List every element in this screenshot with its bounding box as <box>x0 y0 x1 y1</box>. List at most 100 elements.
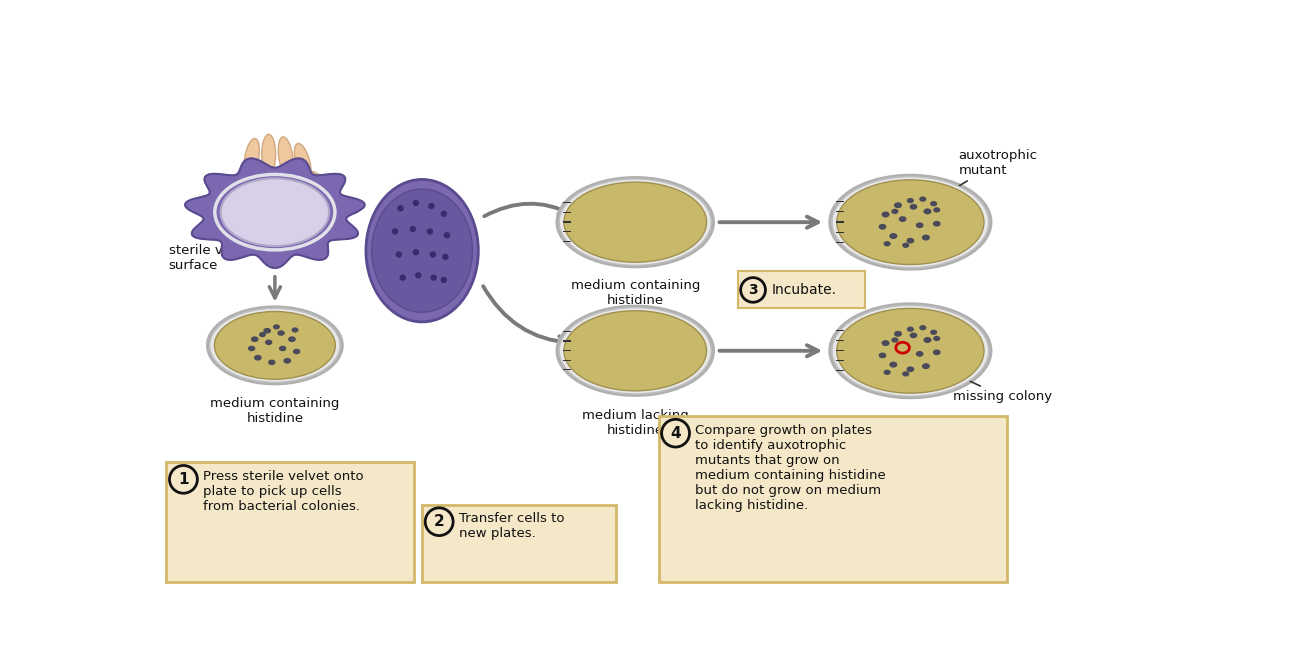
Text: Press sterile velvet onto
plate to pick up cells
from bacterial colonies.: Press sterile velvet onto plate to pick … <box>203 470 364 513</box>
Ellipse shape <box>278 137 294 176</box>
Ellipse shape <box>884 241 891 246</box>
Bar <box>563 202 571 203</box>
Ellipse shape <box>556 305 714 396</box>
Circle shape <box>412 249 419 255</box>
FancyBboxPatch shape <box>737 272 866 309</box>
Ellipse shape <box>910 204 918 210</box>
Bar <box>836 360 844 361</box>
Ellipse shape <box>906 367 914 372</box>
Bar <box>836 232 844 233</box>
Ellipse shape <box>829 174 992 270</box>
Ellipse shape <box>445 243 454 282</box>
FancyBboxPatch shape <box>166 463 415 582</box>
Ellipse shape <box>889 362 897 368</box>
Ellipse shape <box>879 224 887 230</box>
Bar <box>563 331 571 332</box>
Ellipse shape <box>445 260 454 293</box>
Ellipse shape <box>277 330 285 336</box>
Circle shape <box>425 508 454 536</box>
Ellipse shape <box>933 336 940 341</box>
Bar <box>563 350 571 351</box>
Bar <box>836 201 844 202</box>
Ellipse shape <box>837 309 984 393</box>
Ellipse shape <box>283 358 291 364</box>
Text: medium containing
histidine: medium containing histidine <box>571 279 699 307</box>
Bar <box>836 340 844 341</box>
Bar <box>563 212 571 213</box>
Ellipse shape <box>933 349 941 355</box>
Ellipse shape <box>244 139 259 178</box>
Ellipse shape <box>933 221 941 226</box>
Ellipse shape <box>884 370 891 375</box>
Ellipse shape <box>254 355 261 361</box>
Ellipse shape <box>265 340 273 345</box>
Ellipse shape <box>892 338 898 343</box>
Circle shape <box>415 272 421 278</box>
Ellipse shape <box>894 331 902 337</box>
Ellipse shape <box>933 207 940 213</box>
Circle shape <box>443 232 450 238</box>
Ellipse shape <box>881 211 889 218</box>
Ellipse shape <box>207 306 343 385</box>
Ellipse shape <box>445 220 454 253</box>
Ellipse shape <box>294 143 311 181</box>
Ellipse shape <box>930 330 937 335</box>
Circle shape <box>398 205 404 212</box>
Ellipse shape <box>923 337 932 343</box>
Ellipse shape <box>907 326 914 332</box>
Ellipse shape <box>248 345 255 351</box>
Ellipse shape <box>273 324 280 330</box>
Bar <box>563 360 571 361</box>
Ellipse shape <box>261 134 276 174</box>
Text: missing colony: missing colony <box>911 353 1052 403</box>
Ellipse shape <box>922 235 929 241</box>
Ellipse shape <box>919 325 927 330</box>
Ellipse shape <box>923 209 932 215</box>
Ellipse shape <box>898 216 906 222</box>
Ellipse shape <box>564 311 707 391</box>
Circle shape <box>430 274 437 281</box>
Ellipse shape <box>280 345 286 351</box>
Ellipse shape <box>892 209 898 214</box>
Ellipse shape <box>922 363 929 369</box>
Circle shape <box>395 251 402 258</box>
Circle shape <box>441 211 447 217</box>
Bar <box>836 350 844 351</box>
Ellipse shape <box>832 177 988 268</box>
Ellipse shape <box>259 332 266 337</box>
Ellipse shape <box>832 305 988 396</box>
Circle shape <box>428 203 434 209</box>
Ellipse shape <box>221 178 329 246</box>
Ellipse shape <box>902 243 909 248</box>
Ellipse shape <box>263 328 270 334</box>
Ellipse shape <box>445 230 454 268</box>
Bar <box>563 369 571 370</box>
Ellipse shape <box>402 305 428 317</box>
Ellipse shape <box>372 189 472 313</box>
Ellipse shape <box>365 180 478 322</box>
Circle shape <box>426 228 433 235</box>
Ellipse shape <box>894 202 902 208</box>
Ellipse shape <box>214 311 335 379</box>
Text: 3: 3 <box>749 283 758 297</box>
Ellipse shape <box>902 371 909 376</box>
Ellipse shape <box>556 177 714 268</box>
Text: Incubate.: Incubate. <box>772 283 837 297</box>
Circle shape <box>391 228 398 235</box>
Bar <box>563 340 571 342</box>
Ellipse shape <box>564 182 707 263</box>
Ellipse shape <box>919 197 927 202</box>
FancyBboxPatch shape <box>422 505 616 582</box>
Text: Transfer cells to
new plates.: Transfer cells to new plates. <box>459 513 564 540</box>
Ellipse shape <box>907 198 914 203</box>
Ellipse shape <box>292 349 300 354</box>
Ellipse shape <box>209 309 341 382</box>
Ellipse shape <box>268 359 276 365</box>
Ellipse shape <box>881 340 889 346</box>
Text: 2: 2 <box>434 514 445 529</box>
Ellipse shape <box>289 336 296 342</box>
Ellipse shape <box>889 233 897 239</box>
Text: medium containing
histidine: medium containing histidine <box>211 397 339 425</box>
Bar <box>836 211 844 213</box>
Text: Compare growth on plates
to identify auxotrophic
mutants that grow on
medium con: Compare growth on plates to identify aux… <box>696 424 885 512</box>
